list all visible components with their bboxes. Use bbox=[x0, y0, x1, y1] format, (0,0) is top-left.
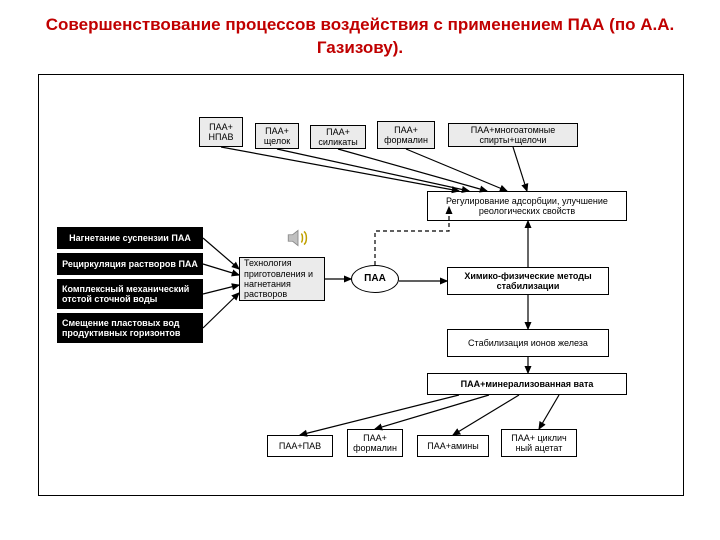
node-paa: ПАА bbox=[351, 265, 399, 293]
node-t2: ПАА+ щелок bbox=[255, 123, 299, 149]
node-t5: ПАА+многоатомные спирты+щелочи bbox=[448, 123, 578, 147]
node-r4: ПАА+минерализованная вата bbox=[427, 373, 627, 395]
node-l1: Нагнетание суспензии ПАА bbox=[57, 227, 203, 249]
node-tech: Технология приготовления и нагнетания ра… bbox=[239, 257, 325, 301]
diagram-frame: ПАА+ НПАВ ПАА+ щелок ПАА+ силикаты ПАА+ … bbox=[38, 74, 684, 496]
node-r1: Регулирование адсорбции, улучшение реоло… bbox=[427, 191, 627, 221]
node-l2: Рециркуляция растворов ПАА bbox=[57, 253, 203, 275]
page-title: Совершенствование процессов воздействия … bbox=[0, 0, 720, 66]
node-l4: Смещение пластовых вод продуктивных гори… bbox=[57, 313, 203, 343]
node-t1: ПАА+ НПАВ bbox=[199, 117, 243, 147]
node-b3: ПАА+амины bbox=[417, 435, 489, 457]
node-b4: ПАА+ циклич ный ацетат bbox=[501, 429, 577, 457]
node-b1: ПАА+ПАВ bbox=[267, 435, 333, 457]
node-t3: ПАА+ силикаты bbox=[310, 125, 366, 149]
node-b2: ПАА+ формалин bbox=[347, 429, 403, 457]
node-t4: ПАА+ формалин bbox=[377, 121, 435, 149]
node-r3: Стабилизация ионов железа bbox=[447, 329, 609, 357]
speaker-icon bbox=[285, 225, 311, 251]
node-l3: Комплексный механический отстой сточной … bbox=[57, 279, 203, 309]
node-r2: Химико-физические методы стабилизации bbox=[447, 267, 609, 295]
